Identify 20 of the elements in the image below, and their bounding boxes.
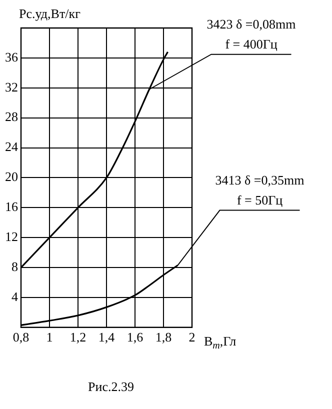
x-tick-label: 1,2	[70, 330, 86, 345]
y-tick-label: 24	[5, 139, 18, 154]
x-tick-label: 1,4	[98, 330, 116, 345]
x-tick-label: 2	[188, 330, 196, 345]
x-tick-label: 1	[46, 330, 53, 345]
y-tick-label: 8	[12, 258, 18, 274]
y-tick-label: 20	[5, 169, 18, 184]
y-tick-label: 12	[5, 229, 18, 244]
y-tick-label: 4	[12, 288, 18, 304]
x-tick-label: 0,8	[12, 330, 30, 345]
y-axis-title: Рс.уд,Вт/кг	[19, 6, 80, 21]
y-tick-label: 16	[5, 199, 18, 214]
x-tick-label: 1,8	[155, 330, 172, 345]
y-tick-label: 36	[5, 49, 18, 64]
x-tick-label: 1,6	[126, 330, 144, 345]
annotation: 3413 δ =0,35mm f = 50Гц	[215, 172, 304, 208]
text: Рис.2.39	[88, 379, 134, 394]
y-tick-label: 32	[5, 79, 18, 94]
y-tick-label: 28	[5, 109, 18, 124]
annotation: 3423 δ =0,08mm f = 400Гц	[206, 16, 296, 52]
